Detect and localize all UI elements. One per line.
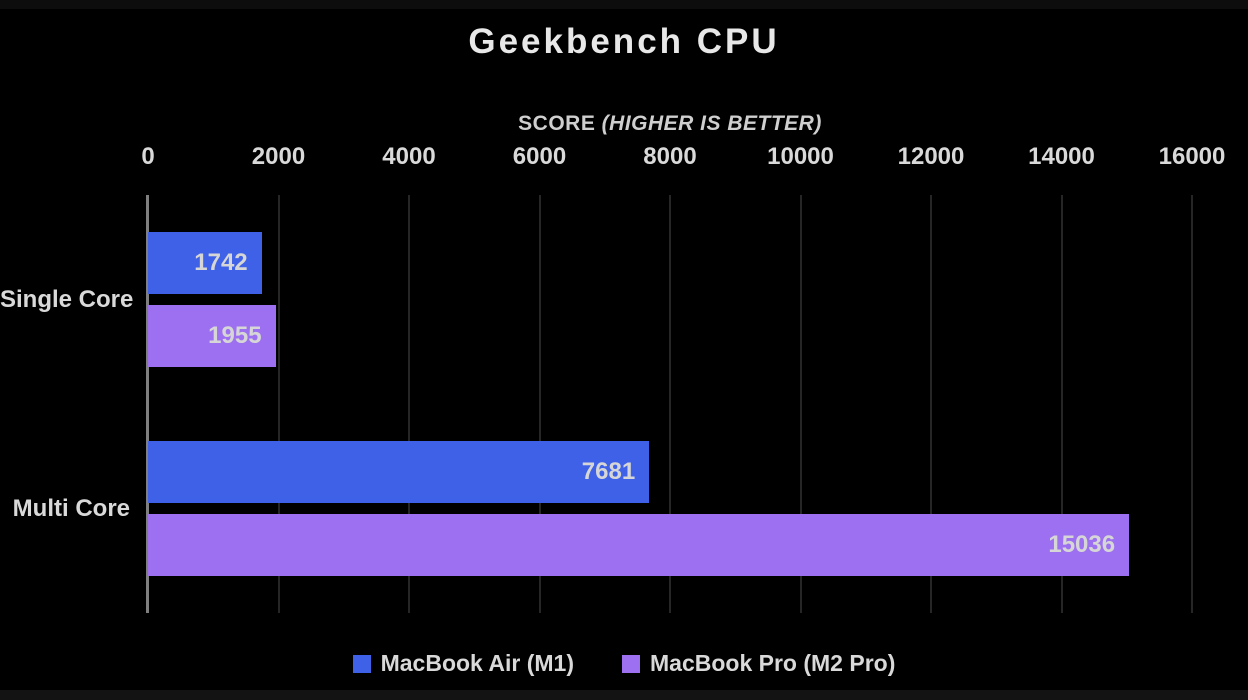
x-axis-title: SCORE (HIGHER IS BETTER): [148, 112, 1192, 136]
x-tick-label: 16000: [1158, 143, 1226, 170]
plot-area: 1742 1955 7681 15036: [146, 195, 1193, 613]
x-tick-label: 8000: [643, 143, 697, 170]
y-axis-line: [146, 195, 149, 613]
chart-title: Geekbench CPU: [468, 22, 780, 61]
bar-value-label: 1955: [208, 322, 262, 349]
x-tick-label: 14000: [1028, 143, 1095, 170]
gridline: [669, 195, 671, 613]
gridline: [538, 195, 541, 613]
legend-item-macbook-pro-m2-pro-: MacBook Pro (M2 Pro): [622, 650, 895, 677]
bar-value-label: 15036: [1048, 531, 1116, 558]
category-label-single-core: Single Core: [0, 285, 134, 313]
x-tick-label: 0: [141, 143, 155, 170]
gridline: [1191, 195, 1193, 613]
bar-value-label: 1742: [194, 249, 248, 276]
x-tick-label: 6000: [512, 143, 567, 170]
legend-swatch-icon: [622, 654, 640, 673]
legend: MacBook Air (M1) MacBook Pro (M2 Pro): [0, 650, 1248, 677]
x-axis-title-main: SCORE: [518, 112, 596, 135]
category-label-multi-core: Multi Core: [12, 494, 130, 522]
bar-macbook-pro-m2-pro--multi-core: 15036: [148, 514, 1130, 576]
gridline: [408, 195, 410, 613]
gridline: [799, 195, 802, 613]
legend-swatch-icon: [352, 654, 371, 673]
bar-macbook-air-m1--multi-core: 7681: [148, 441, 650, 503]
x-tick-label: 12000: [897, 143, 965, 170]
gridline: [1060, 195, 1063, 613]
x-axis-title-note: (HIGHER IS BETTER): [601, 112, 822, 135]
bar-macbook-air-m1--single-core: 1742: [148, 232, 262, 294]
gridline: [277, 195, 280, 613]
bottom-letterbox-band: [0, 690, 1248, 700]
bar-value-label: 7681: [581, 458, 636, 485]
legend-label: MacBook Pro (M2 Pro): [650, 650, 896, 676]
bar-macbook-pro-m2-pro--single-core: 1955: [148, 305, 276, 367]
gridline: [930, 195, 932, 613]
legend-item-macbook-air-m1-: MacBook Air (M1): [352, 650, 574, 677]
x-tick-label: 2000: [251, 143, 306, 170]
legend-label: MacBook Air (M1): [380, 650, 574, 676]
top-letterbox-band: [0, 0, 1248, 9]
x-tick-label: 4000: [382, 143, 436, 170]
x-tick-label: 10000: [767, 143, 834, 170]
